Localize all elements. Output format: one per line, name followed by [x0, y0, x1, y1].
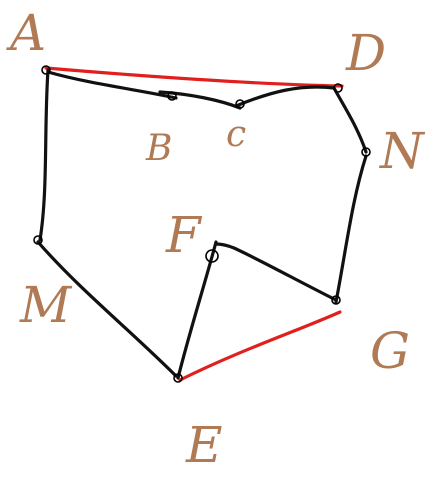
- label-m: M: [19, 276, 73, 334]
- edge-n-g: [334, 154, 368, 304]
- vertex-a: [41, 65, 51, 75]
- edge-g-f: [214, 242, 338, 302]
- edge-a-b: [46, 70, 178, 100]
- edge-g-e: [178, 310, 342, 382]
- label-e: E: [185, 416, 223, 474]
- vertex-n: [361, 147, 371, 157]
- vertex-c: [235, 99, 245, 109]
- edge-f-e: [176, 240, 218, 380]
- label-c: c: [226, 114, 246, 155]
- vertex-g: [331, 295, 341, 305]
- edge-a-d: [44, 66, 344, 88]
- edge-d-n: [332, 86, 368, 154]
- vertices-layer: [33, 65, 371, 383]
- vertex-e: [173, 373, 183, 383]
- edge-e-m: [36, 240, 178, 378]
- edge-m-a: [38, 68, 50, 242]
- edges-layer: [36, 66, 368, 382]
- label-b: B: [145, 128, 172, 169]
- vertex-d: [333, 83, 343, 93]
- label-d: D: [345, 24, 386, 82]
- label-f: F: [165, 206, 203, 264]
- edge-c-d: [234, 85, 336, 108]
- vertex-f: [205, 249, 219, 263]
- vertex-b: [167, 91, 177, 101]
- label-n: N: [379, 122, 426, 180]
- vertex-m: [33, 235, 43, 245]
- label-a: A: [6, 4, 46, 62]
- label-g: G: [370, 322, 410, 380]
